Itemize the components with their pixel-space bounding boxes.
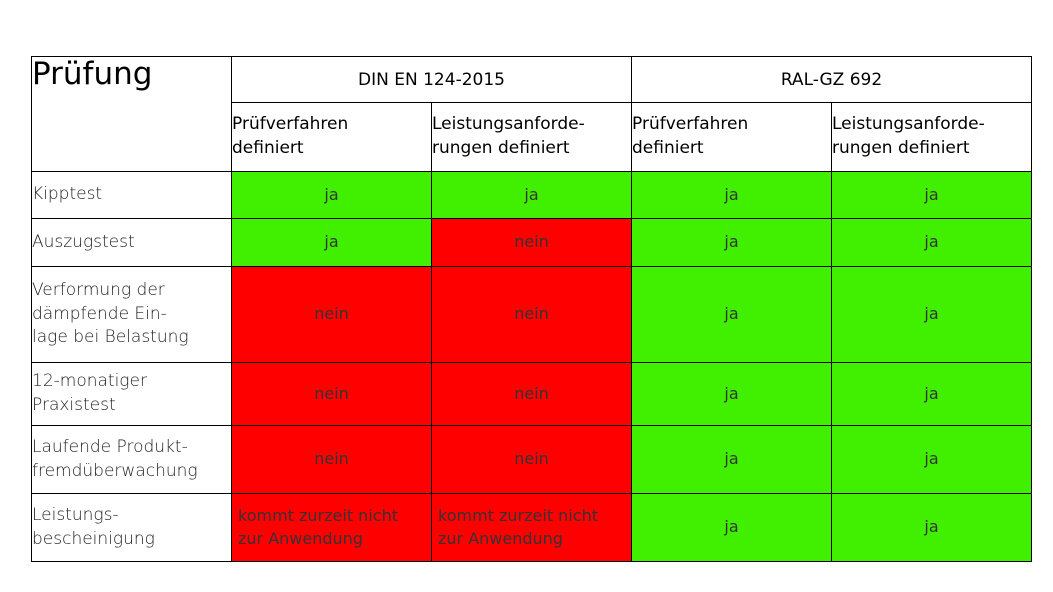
status-cell-yes: ja (831, 218, 1032, 267)
row-label: Kipptest (31, 171, 232, 219)
row-label: Verformung der dämpfende Ein- lage bei B… (31, 266, 232, 363)
status-cell-yes: ja (431, 171, 632, 219)
status-cell-yes: ja (631, 425, 832, 494)
row-label: Laufende Produkt- fremdüberwachung (31, 425, 232, 494)
comparison-table: Prüfung DIN EN 124-2015 RAL-GZ 692 Prüfv… (31, 56, 1032, 562)
status-cell-no: nein (431, 218, 632, 267)
subheader-ral-procedure: Prüfverfahren definiert (631, 102, 832, 172)
status-cell-yes: ja (831, 266, 1032, 363)
status-cell-no: kommt zurzeit nicht zur Anwendung (431, 493, 632, 562)
status-cell-no: nein (231, 425, 432, 494)
status-cell-yes: ja (631, 493, 832, 562)
table-row: Leistungs- bescheinigung kommt zurzeit ni… (31, 493, 1032, 562)
status-cell-yes: ja (631, 362, 832, 426)
row-label: Leistungs- bescheinigung (31, 493, 232, 562)
sub-header-row: Prüfverfahren definiert Leistungsanforde… (32, 102, 1032, 172)
status-cell-no: nein (431, 362, 632, 426)
table-row: Verformung der dämpfende Ein- lage bei B… (31, 266, 1032, 363)
status-cell-yes: ja (831, 362, 1032, 426)
subheader-ral-requirements: Leistungsanforde- rungen definiert (831, 102, 1032, 172)
status-cell-no: nein (431, 266, 632, 363)
status-cell-yes: ja (231, 171, 432, 219)
row-label: 12-monatiger Praxistest (31, 362, 232, 426)
status-cell-yes: ja (831, 493, 1032, 562)
group-header-ral: RAL-GZ 692 (631, 56, 1032, 103)
status-cell-no: nein (231, 362, 432, 426)
status-cell-no: kommt zurzeit nicht zur Anwendung (231, 493, 432, 562)
table-row: 12-monatiger Praxistest nein nein ja ja (31, 362, 1032, 426)
status-cell-no: nein (431, 425, 632, 494)
table-row: Auszugstest ja nein ja ja (31, 218, 1032, 267)
status-cell-yes: ja (631, 171, 832, 219)
group-header-din: DIN EN 124-2015 (231, 56, 632, 103)
table-title: Prüfung (31, 56, 232, 172)
table-row: Kipptest ja ja ja ja (31, 171, 1032, 219)
status-cell-yes: ja (831, 425, 1032, 494)
status-cell-no: nein (231, 266, 432, 363)
subheader-din-procedure: Prüfverfahren definiert (231, 102, 432, 172)
subheader-din-requirements: Leistungsanforde- rungen definiert (431, 102, 632, 172)
status-cell-yes: ja (831, 171, 1032, 219)
status-cell-yes: ja (631, 218, 832, 267)
table-body: Kipptest ja ja ja ja Auszugstest ja nein ja ja Ver… (31, 171, 1032, 562)
status-cell-yes: ja (631, 266, 832, 363)
row-label: Auszugstest (31, 218, 232, 267)
status-cell-yes: ja (231, 218, 432, 267)
table-row: Laufende Produkt- fremdüberwachung nein ne… (31, 425, 1032, 494)
group-header-row: Prüfung DIN EN 124-2015 RAL-GZ 692 (31, 56, 1032, 172)
